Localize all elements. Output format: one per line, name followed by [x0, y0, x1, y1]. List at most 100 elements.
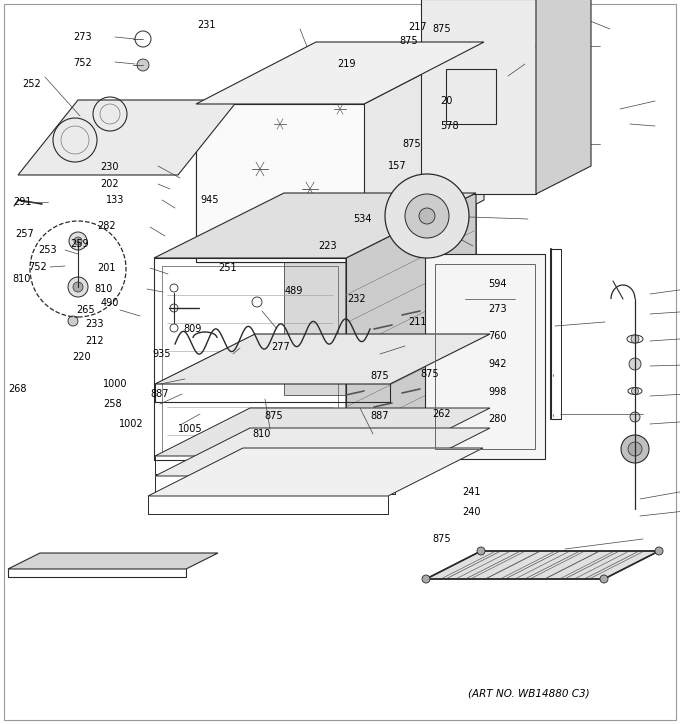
Text: 257: 257 [15, 229, 34, 239]
Text: 1005: 1005 [178, 424, 203, 434]
Text: 887: 887 [370, 411, 388, 421]
Text: 578: 578 [440, 121, 458, 131]
Bar [136, 131, 144, 137]
Circle shape [655, 547, 663, 555]
Text: 875: 875 [399, 36, 418, 46]
Polygon shape [148, 448, 483, 496]
Text: 875: 875 [432, 24, 451, 34]
Text: 211: 211 [408, 317, 426, 327]
Polygon shape [545, 551, 619, 579]
Text: 251: 251 [218, 263, 237, 273]
Text: 268: 268 [8, 384, 27, 394]
Circle shape [629, 358, 641, 370]
Text: (ART NO. WB14880 C3): (ART NO. WB14880 C3) [469, 689, 590, 699]
Polygon shape [346, 193, 476, 460]
Circle shape [405, 194, 449, 238]
Polygon shape [284, 193, 476, 395]
Text: 202: 202 [100, 179, 118, 189]
Text: 875: 875 [402, 139, 421, 149]
Circle shape [74, 237, 82, 245]
Text: 280: 280 [488, 414, 507, 424]
Circle shape [632, 387, 639, 395]
Text: 233: 233 [85, 319, 103, 329]
Polygon shape [18, 100, 238, 175]
Text: 534: 534 [353, 214, 371, 224]
Polygon shape [155, 428, 490, 476]
Text: 253: 253 [38, 245, 56, 255]
Text: 760: 760 [488, 331, 507, 341]
Text: 265: 265 [76, 305, 95, 315]
Text: 230: 230 [100, 162, 118, 172]
Text: 201: 201 [97, 263, 116, 273]
Text: 212: 212 [85, 336, 103, 346]
Polygon shape [426, 551, 659, 579]
Polygon shape [505, 551, 580, 579]
Text: 1000: 1000 [103, 379, 128, 389]
Text: 219: 219 [337, 59, 356, 69]
Circle shape [631, 335, 639, 343]
Text: 277: 277 [271, 342, 290, 352]
Circle shape [477, 547, 485, 555]
Polygon shape [196, 42, 484, 104]
Text: 291: 291 [13, 197, 31, 207]
Circle shape [69, 232, 87, 250]
Text: 887: 887 [150, 389, 169, 399]
Polygon shape [155, 334, 490, 384]
Polygon shape [364, 42, 484, 262]
Text: 232: 232 [347, 294, 366, 304]
Text: 157: 157 [388, 161, 407, 171]
Bar [126, 156, 134, 162]
Polygon shape [8, 553, 218, 569]
Text: 273: 273 [73, 32, 92, 42]
Circle shape [385, 174, 469, 258]
Text: 809: 809 [183, 324, 201, 334]
Text: 998: 998 [488, 387, 507, 397]
Text: 220: 220 [72, 352, 90, 362]
Text: 875: 875 [370, 371, 389, 381]
Circle shape [621, 435, 649, 463]
Bar [144, 151, 152, 157]
Polygon shape [155, 408, 490, 456]
Text: 231: 231 [197, 20, 216, 30]
Circle shape [419, 208, 435, 224]
Text: 223: 223 [318, 241, 337, 251]
Circle shape [630, 412, 640, 422]
Text: 752: 752 [28, 262, 47, 272]
Text: 810: 810 [252, 429, 271, 439]
Text: 240: 240 [462, 507, 481, 517]
Text: 489: 489 [285, 286, 303, 296]
Text: 875: 875 [420, 369, 439, 379]
Polygon shape [466, 551, 541, 579]
Text: 945: 945 [200, 195, 218, 205]
Text: 20: 20 [440, 96, 452, 106]
Text: 942: 942 [488, 359, 507, 369]
Text: 810: 810 [94, 284, 112, 294]
Text: 594: 594 [488, 279, 507, 289]
Circle shape [422, 575, 430, 583]
Bar [425, 254, 545, 459]
Text: 217: 217 [408, 22, 426, 32]
Text: 1002: 1002 [119, 419, 143, 429]
Text: 133: 133 [106, 195, 124, 205]
Text: 752: 752 [73, 58, 92, 68]
Polygon shape [154, 193, 476, 258]
Bar [435, 264, 535, 449]
Polygon shape [536, 0, 591, 194]
Circle shape [600, 575, 608, 583]
Text: 252: 252 [22, 79, 41, 89]
Text: 262: 262 [432, 409, 451, 419]
Polygon shape [196, 104, 364, 262]
Text: 810: 810 [12, 274, 31, 284]
Text: 935: 935 [152, 349, 171, 359]
Circle shape [68, 316, 78, 326]
Text: 282: 282 [97, 221, 116, 231]
Circle shape [628, 442, 642, 456]
Text: 490: 490 [101, 298, 120, 308]
Polygon shape [584, 551, 659, 579]
Text: 875: 875 [432, 534, 451, 544]
Circle shape [68, 277, 88, 297]
Text: 258: 258 [103, 399, 122, 409]
Text: 241: 241 [462, 487, 481, 497]
Text: 273: 273 [488, 304, 507, 314]
Text: 259: 259 [70, 239, 88, 249]
